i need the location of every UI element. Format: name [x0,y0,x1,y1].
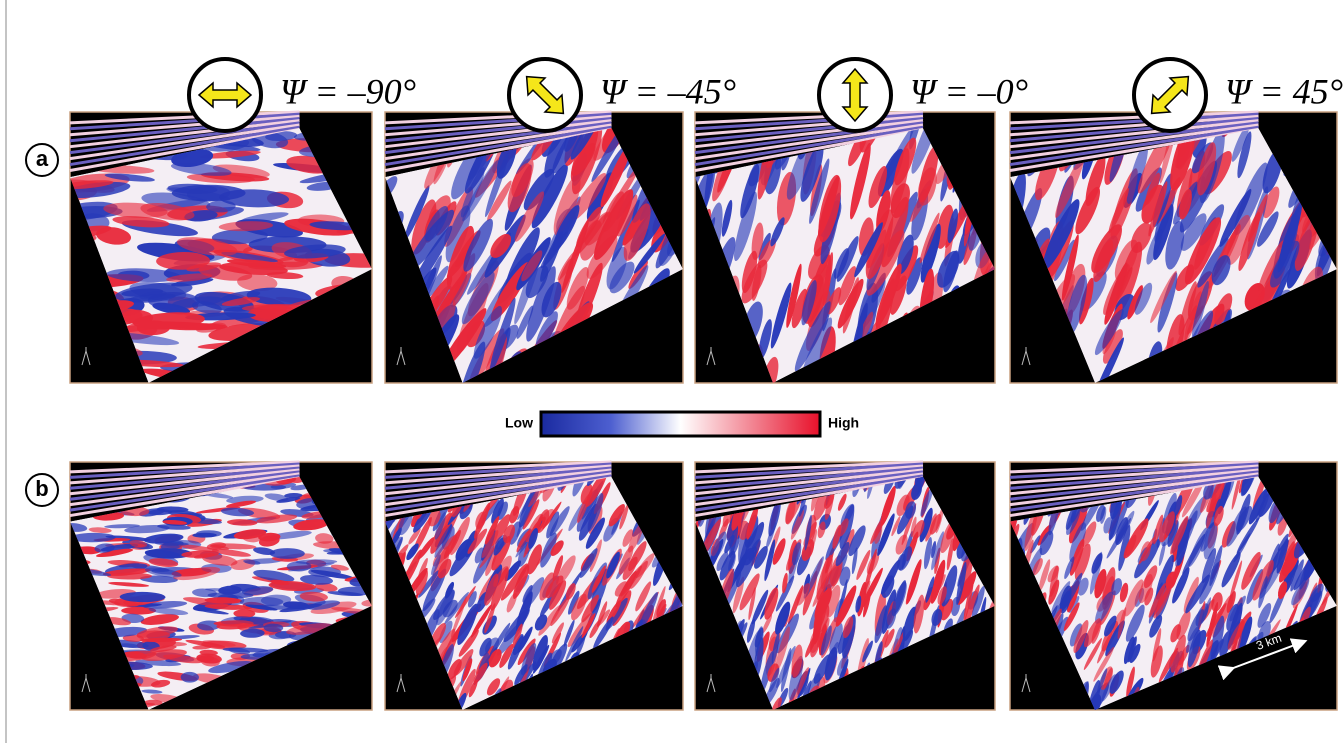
colorbar-low: Low [505,415,533,431]
attribute-blob [270,548,305,559]
panels [32,78,1343,734]
figure: Ψ = –90° Ψ = –45° Ψ = –0° Ψ = 45° a b Low H… [0,0,1343,743]
colorbar [541,412,820,436]
header-label: Ψ = 45° [1225,71,1343,111]
header-label: Ψ = –90° [280,71,416,111]
row-label: a [36,146,49,171]
header-label: Ψ = –0° [910,71,1028,111]
colorbar-high: High [828,415,859,431]
row-label: b [35,476,48,501]
header-label: Ψ = –45° [600,71,736,111]
